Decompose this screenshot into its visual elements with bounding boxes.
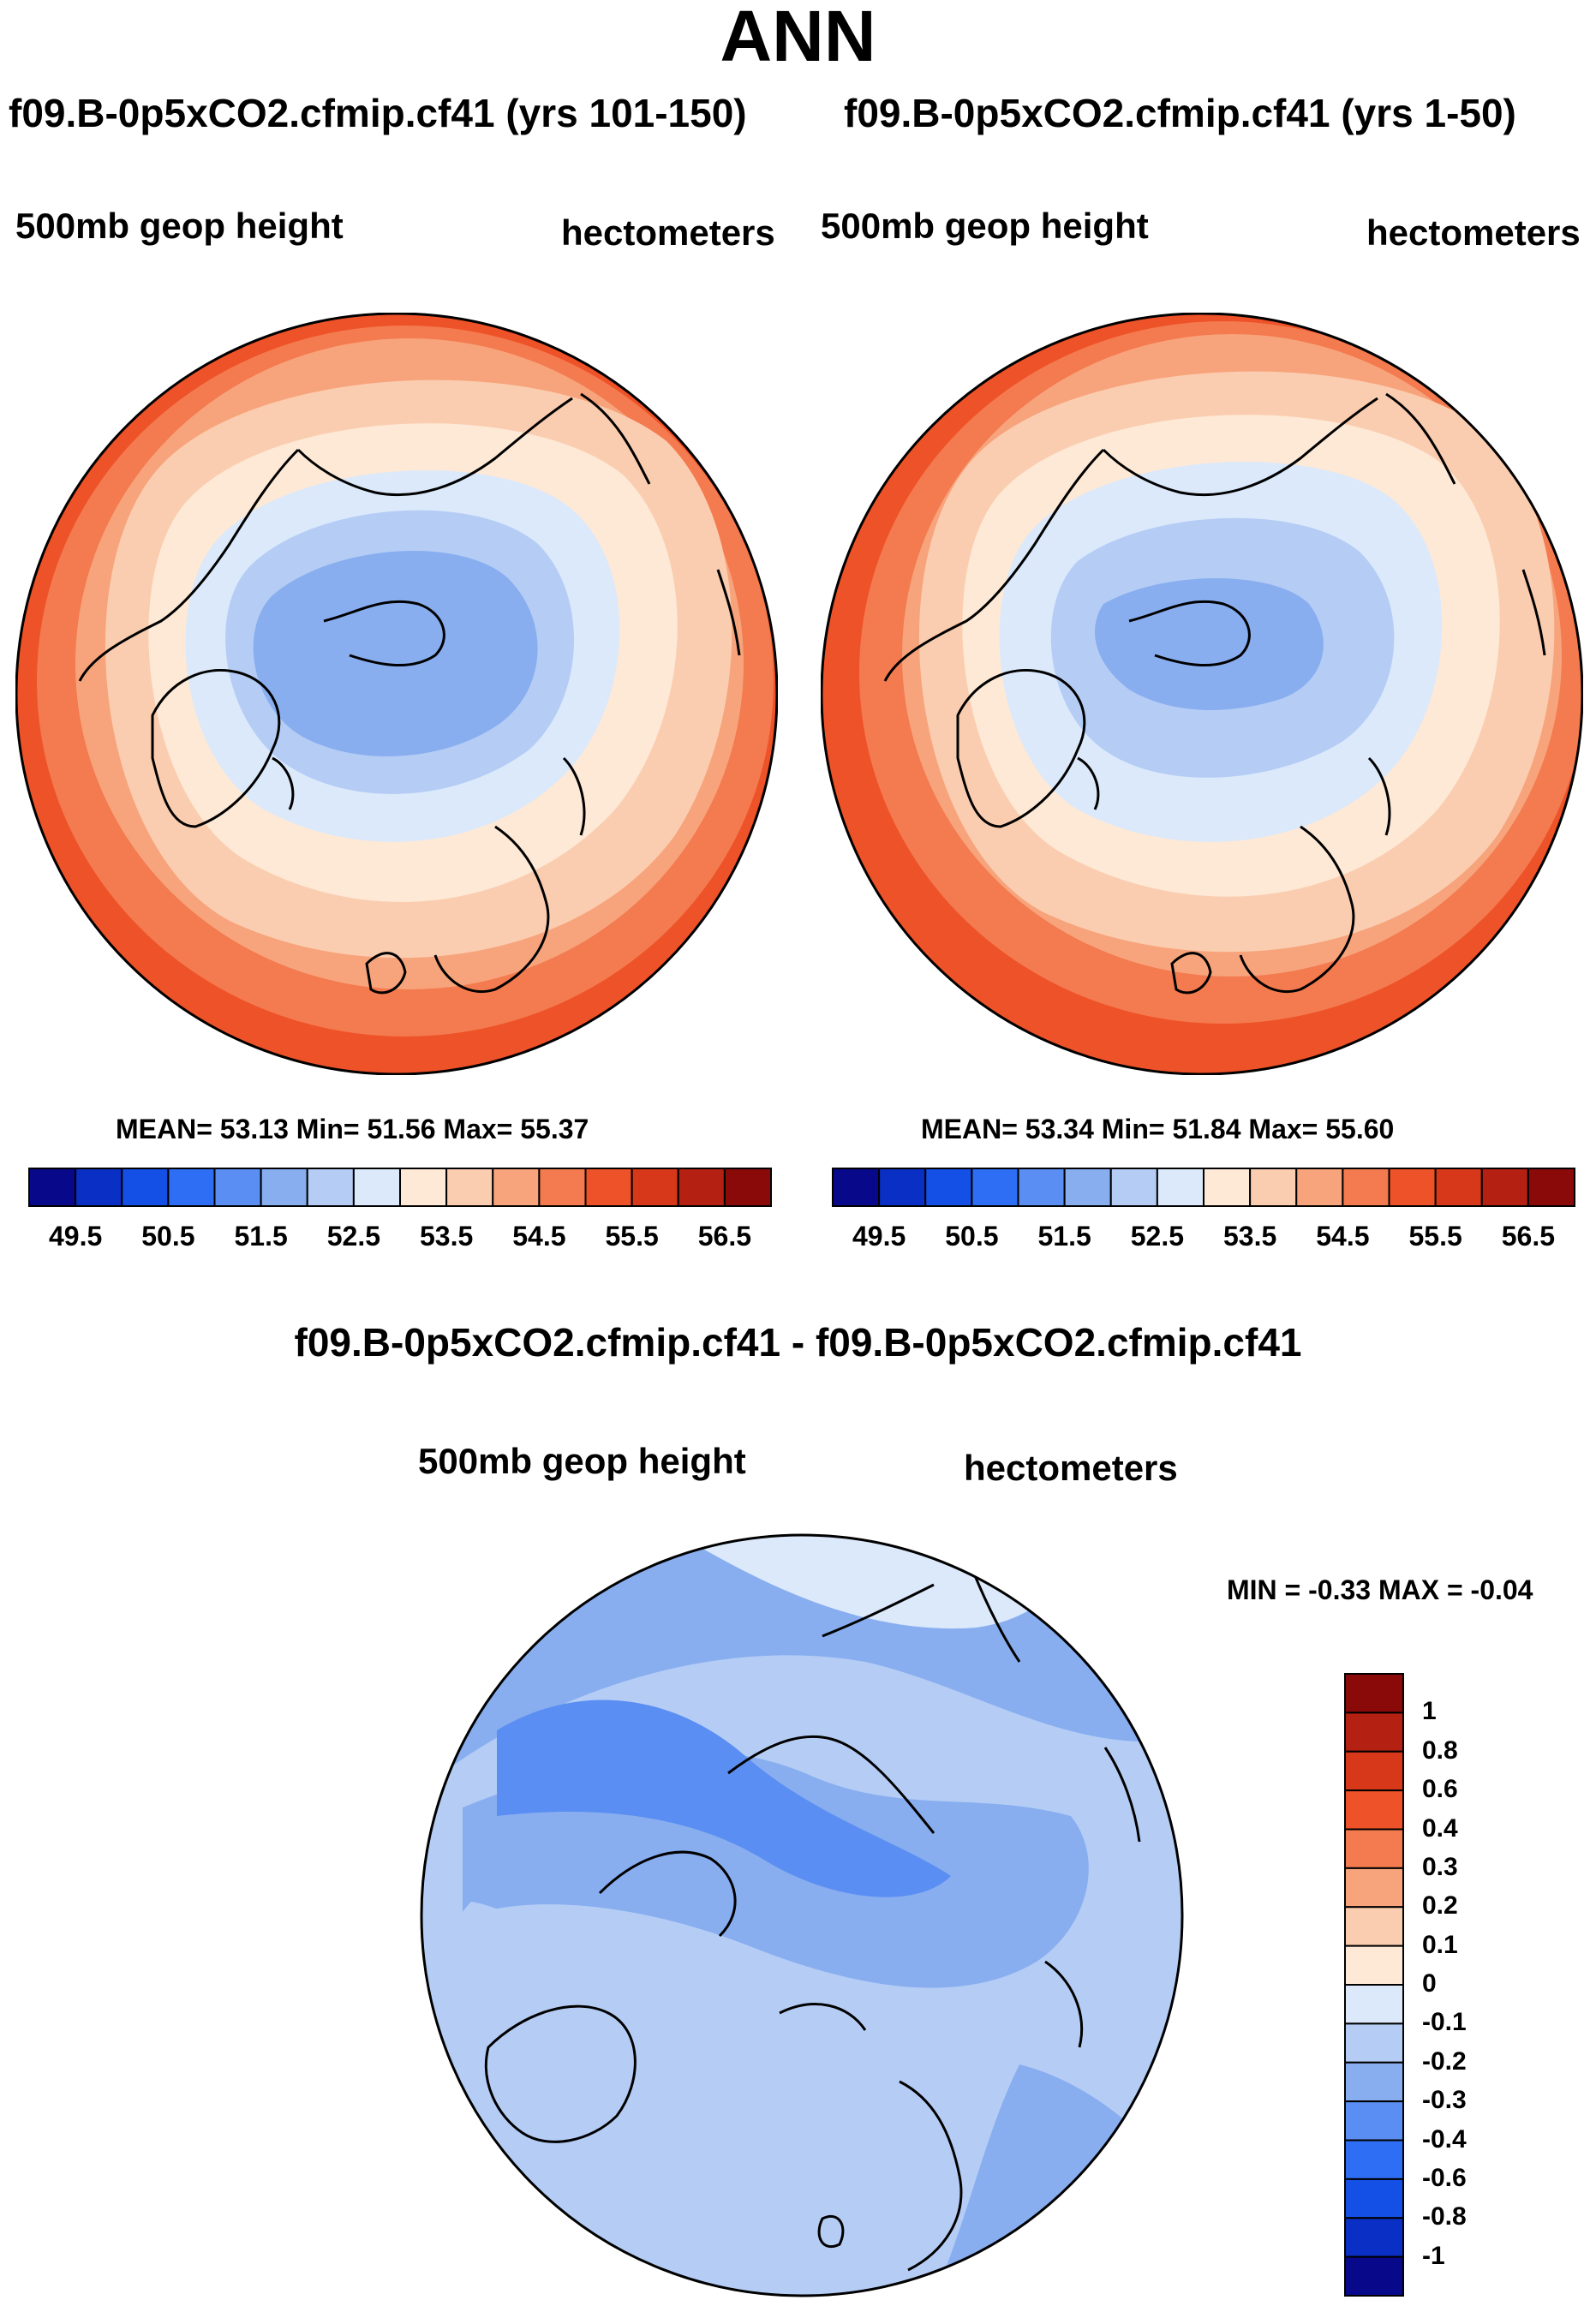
colorbar-tick-label: -0.4: [1422, 2124, 1467, 2154]
colorbar-swatch: [723, 1168, 772, 1207]
colorbar-tick-label: 56.5: [697, 1221, 752, 1252]
colorbar-tick-label: 51.5: [234, 1221, 288, 1252]
colorbar-swatch: [1344, 2061, 1404, 2103]
diff-colorbar: [1344, 1673, 1404, 2297]
colorbar-swatch: [631, 1168, 679, 1207]
colorbar-swatch: [167, 1168, 216, 1207]
colorbar-swatch: [1344, 2217, 1404, 2258]
colorbar-tick-label: 53.5: [419, 1221, 474, 1252]
panel2-title: f09.B-0p5xCO2.cfmip.cf41 (yrs 1-50): [844, 91, 1516, 135]
colorbar-tick-label: 52.5: [1130, 1221, 1185, 1252]
colorbar-swatch: [538, 1168, 587, 1207]
diff-title: f09.B-0p5xCO2.cfmip.cf41 - f09.B-0p5xCO2…: [294, 1320, 1302, 1365]
panel1-units-label: hectometers: [561, 212, 775, 253]
colorbar-tick-label: 0.1: [1422, 1930, 1458, 1959]
colorbar-tick-label: 0.8: [1422, 1735, 1458, 1765]
colorbar-tick-label: 0.2: [1422, 1891, 1458, 1921]
colorbar-swatch: [1109, 1168, 1158, 1207]
colorbar-swatch: [75, 1168, 123, 1207]
colorbar-swatch: [1344, 1906, 1404, 1947]
colorbar-swatch: [1527, 1168, 1575, 1207]
colorbar-swatch: [1344, 1789, 1404, 1831]
colorbar-swatch: [1344, 2022, 1404, 2064]
colorbar-tick-label: 49.5: [852, 1221, 906, 1252]
colorbar-swatch: [677, 1168, 726, 1207]
colorbar-tick-label: 56.5: [1501, 1221, 1556, 1252]
colorbar-swatch: [492, 1168, 541, 1207]
colorbar-swatch: [1249, 1168, 1298, 1207]
colorbar-tick-label: 55.5: [1408, 1221, 1462, 1252]
diff-variable-label: 500mb geop height: [418, 1441, 746, 1481]
colorbar-tick-label: 50.5: [141, 1221, 195, 1252]
colorbar-swatch: [121, 1168, 170, 1207]
colorbar-swatch: [1344, 1750, 1404, 1792]
colorbar-tick-label: 54.5: [1316, 1221, 1370, 1252]
panel1-stats: MEAN= 53.13 Min= 51.56 Max= 55.37: [116, 1114, 589, 1144]
panel2-colorbar: [832, 1168, 1575, 1207]
colorbar-swatch: [1344, 1828, 1404, 1869]
colorbar-swatch: [1156, 1168, 1204, 1207]
colorbar-swatch: [352, 1168, 401, 1207]
colorbar-swatch: [399, 1168, 448, 1207]
colorbar-swatch: [584, 1168, 633, 1207]
colorbar-swatch: [1344, 2178, 1404, 2219]
colorbar-tick-label: -0.8: [1422, 2202, 1467, 2231]
colorbar-tick-label: 0.3: [1422, 1852, 1458, 1881]
colorbar-swatch: [1344, 1673, 1404, 1714]
panel1-polar-map: [15, 313, 778, 1075]
panel2-units-label: hectometers: [1366, 212, 1581, 253]
colorbar-tick-label: 52.5: [326, 1221, 381, 1252]
panel1-colorbar: [28, 1168, 772, 1207]
colorbar-swatch: [1017, 1168, 1066, 1207]
colorbar-tick-label: -0.6: [1422, 2163, 1467, 2192]
colorbar-swatch: [1344, 1867, 1404, 1909]
panel1-variable-label: 500mb geop height: [15, 206, 344, 246]
colorbar-tick-label: -0.2: [1422, 2046, 1467, 2076]
colorbar-tick-label: 0.6: [1422, 1775, 1458, 1804]
colorbar-tick-label: -0.3: [1422, 2086, 1467, 2115]
colorbar-swatch: [213, 1168, 262, 1207]
colorbar-swatch: [1388, 1168, 1437, 1207]
panel2-polar-map: [821, 313, 1583, 1075]
colorbar-swatch: [1344, 1712, 1404, 1753]
diff-polar-map: [420, 1533, 1184, 2297]
panel1-title: f09.B-0p5xCO2.cfmip.cf41 (yrs 101-150): [9, 91, 747, 135]
colorbar-swatch: [260, 1168, 308, 1207]
colorbar-swatch: [924, 1168, 973, 1207]
colorbar-tick-label: 50.5: [945, 1221, 999, 1252]
colorbar-swatch: [832, 1168, 881, 1207]
colorbar-tick-label: -1: [1422, 2241, 1445, 2270]
colorbar-swatch: [1434, 1168, 1483, 1207]
colorbar-swatch: [1295, 1168, 1344, 1207]
colorbar-swatch: [1203, 1168, 1252, 1207]
colorbar-tick-label: 1: [1422, 1697, 1437, 1726]
colorbar-swatch: [1480, 1168, 1529, 1207]
colorbar-swatch: [1063, 1168, 1112, 1207]
colorbar-swatch: [1344, 2139, 1404, 2180]
diff-units-label: hectometers: [964, 1448, 1178, 1488]
page-title: ANN: [720, 0, 876, 76]
colorbar-tick-label: 51.5: [1037, 1221, 1091, 1252]
colorbar-tick-label: 49.5: [48, 1221, 103, 1252]
colorbar-tick-label: 54.5: [512, 1221, 566, 1252]
colorbar-tick-label: 0.4: [1422, 1813, 1458, 1843]
colorbar-tick-label: 0: [1422, 1969, 1437, 1998]
colorbar-swatch: [1344, 2100, 1404, 2142]
colorbar-swatch: [306, 1168, 355, 1207]
diff-minmax: MIN = -0.33 MAX = -0.04: [1227, 1574, 1533, 1605]
panel2-variable-label: 500mb geop height: [821, 206, 1149, 246]
colorbar-swatch: [878, 1168, 927, 1207]
colorbar-swatch: [1344, 1945, 1404, 1986]
colorbar-swatch: [445, 1168, 494, 1207]
colorbar-swatch: [1342, 1168, 1390, 1207]
colorbar-tick-label: -0.1: [1422, 2008, 1467, 2037]
colorbar-swatch: [28, 1168, 77, 1207]
colorbar-swatch: [971, 1168, 1019, 1207]
colorbar-tick-label: 55.5: [605, 1221, 659, 1252]
panel2-stats: MEAN= 53.34 Min= 51.84 Max= 55.60: [921, 1114, 1395, 1144]
colorbar-swatch: [1344, 1984, 1404, 2025]
colorbar-swatch: [1344, 2255, 1404, 2297]
colorbar-tick-label: 53.5: [1222, 1221, 1277, 1252]
